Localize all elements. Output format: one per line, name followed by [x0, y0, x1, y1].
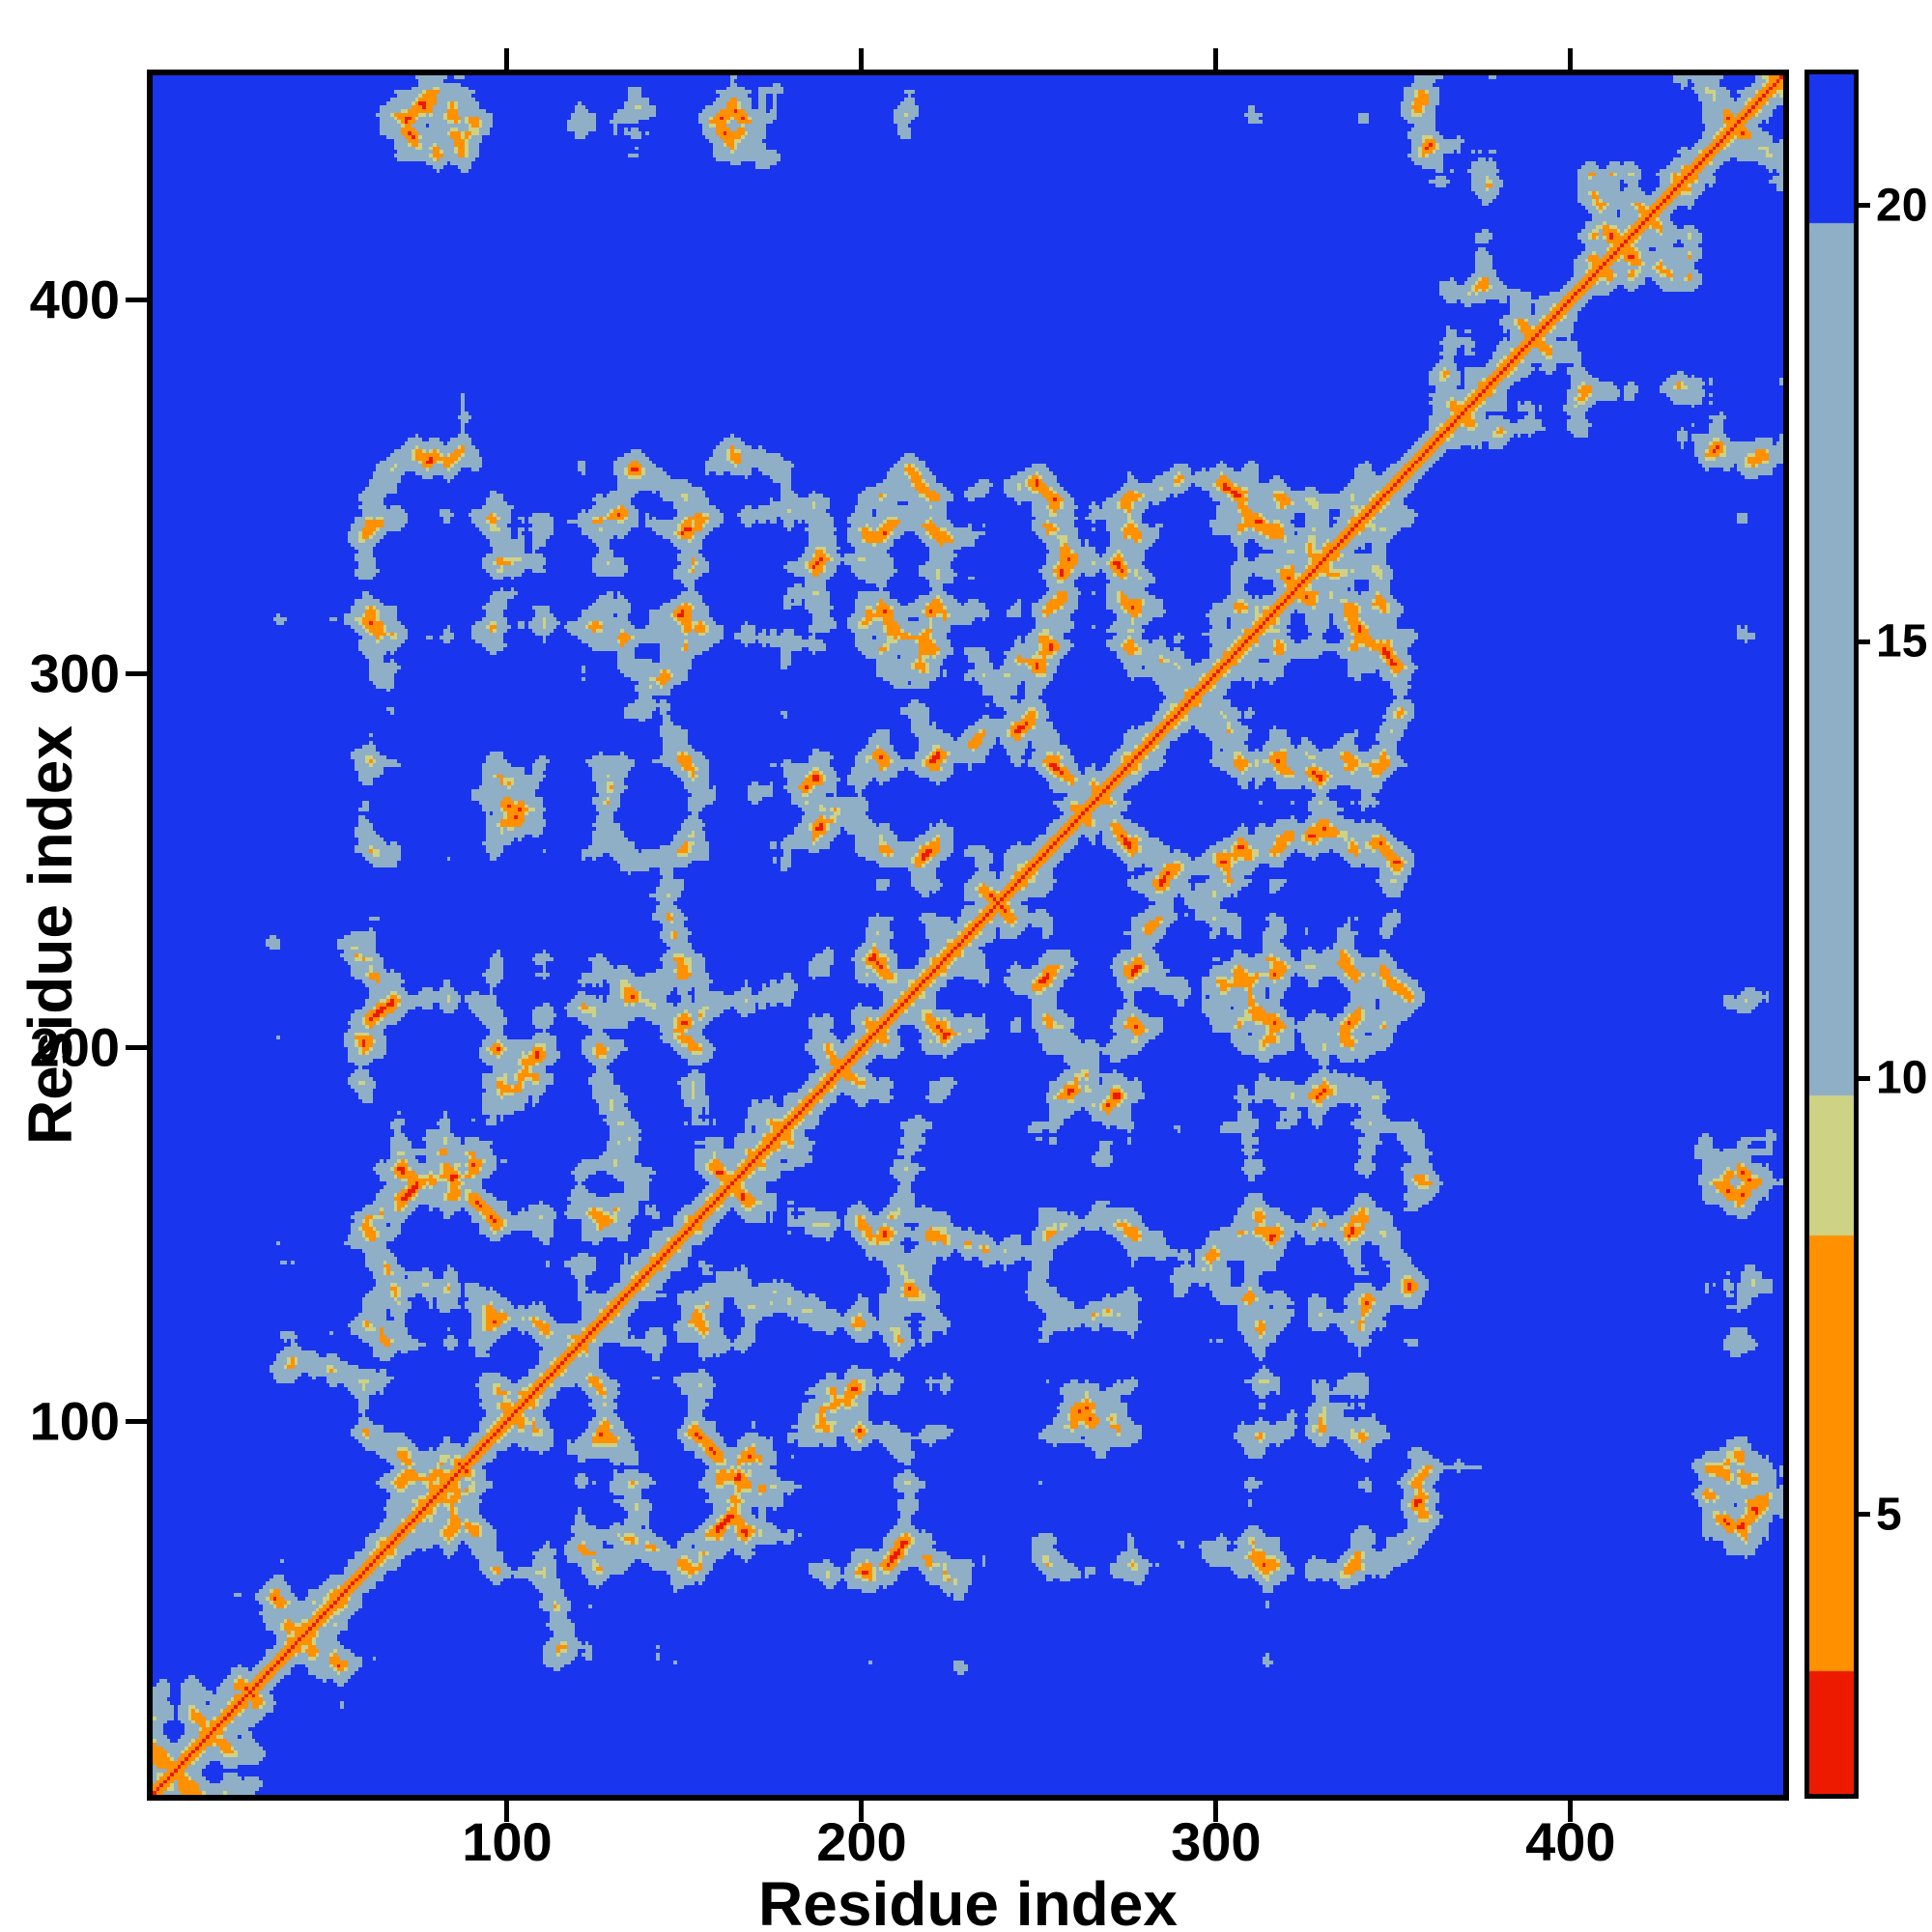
colorbar-tick-label: 5: [1876, 1489, 1902, 1541]
colorbar-tick-label: 20: [1876, 180, 1928, 232]
colorbar-tick-mark: [1859, 1075, 1870, 1081]
colorbar: [1804, 70, 1859, 1799]
x-axis-title: Residue index: [758, 1869, 1178, 1932]
x-tick-mark: [504, 1801, 510, 1822]
colorbar-tick-mark: [1859, 1512, 1870, 1518]
y-tick-mark: [126, 297, 147, 302]
x-tick-mark: [859, 1801, 865, 1822]
x-top-tick-mark: [1213, 48, 1219, 70]
x-tick-label: 300: [1171, 1811, 1262, 1872]
residue-distance-heatmap: [153, 75, 1783, 1795]
x-tick-label: 400: [1525, 1811, 1616, 1872]
plot-frame: [147, 70, 1789, 1801]
x-top-tick-mark: [504, 48, 510, 70]
y-axis-title: Residue index: [15, 725, 85, 1145]
x-top-tick-mark: [859, 48, 865, 70]
x-top-tick-mark: [1568, 48, 1574, 70]
colorbar-gradient: [1809, 74, 1854, 1794]
x-tick-label: 100: [462, 1811, 553, 1872]
colorbar-tick-mark: [1859, 639, 1870, 644]
y-tick-label: 300: [29, 642, 120, 704]
x-tick-label: 200: [816, 1811, 907, 1872]
x-tick-mark: [1213, 1801, 1219, 1822]
y-tick-mark: [126, 670, 147, 676]
x-tick-mark: [1568, 1801, 1574, 1822]
y-tick-label: 400: [29, 269, 120, 330]
colorbar-tick-label: 15: [1876, 615, 1928, 668]
colorbar-tick-mark: [1859, 203, 1870, 209]
y-tick-label: 100: [29, 1390, 120, 1452]
y-tick-mark: [126, 1044, 147, 1050]
y-tick-label: 200: [29, 1016, 120, 1078]
y-tick-mark: [126, 1418, 147, 1424]
colorbar-tick-label: 10: [1876, 1052, 1928, 1104]
